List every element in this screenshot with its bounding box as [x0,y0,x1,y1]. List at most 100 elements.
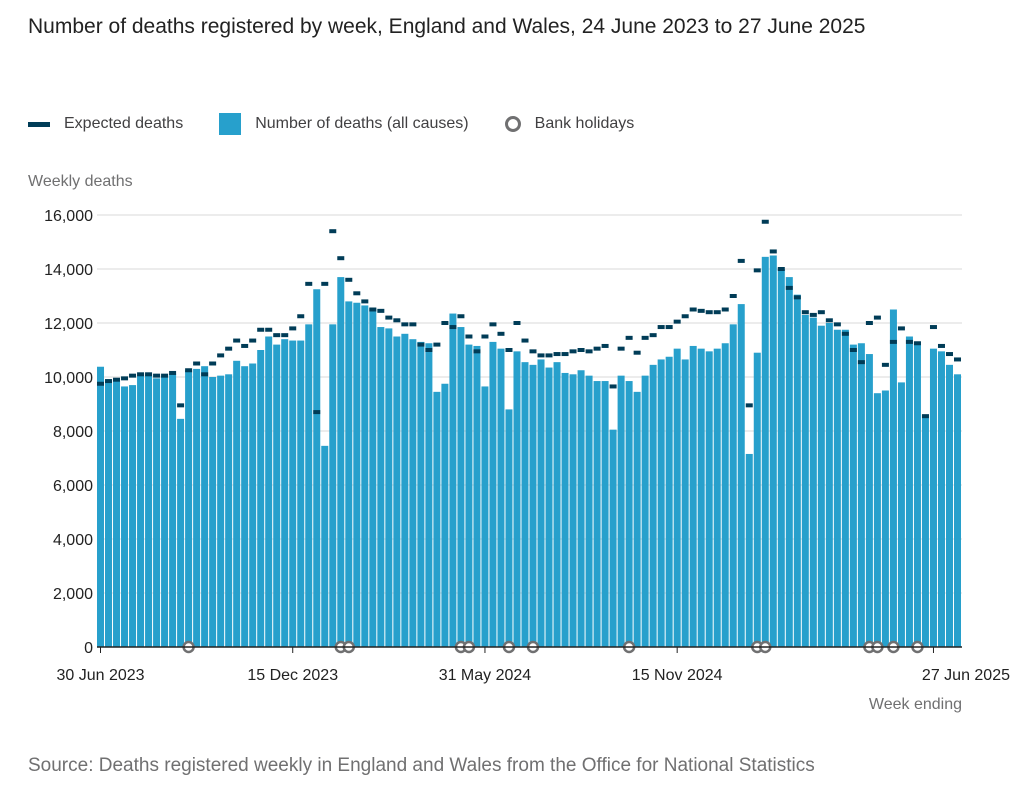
expected-deaths-marker[interactable] [841,331,849,336]
bar-deaths[interactable] [761,256,769,647]
bar-deaths[interactable] [433,391,441,647]
expected-deaths-marker[interactable] [729,294,737,298]
expected-deaths-marker[interactable] [737,258,745,263]
bar-deaths[interactable] [129,385,137,647]
bar-deaths[interactable] [809,317,817,647]
bar-deaths[interactable] [153,378,161,647]
bar-deaths[interactable] [569,374,577,647]
bar-deaths[interactable] [289,340,297,647]
bar-deaths[interactable] [465,344,473,647]
expected-deaths-marker[interactable] [665,325,673,330]
bar-deaths[interactable] [161,375,169,647]
bar-deaths[interactable] [401,333,409,647]
expected-deaths-marker[interactable] [145,372,153,377]
expected-deaths-marker[interactable] [313,410,321,415]
expected-deaths-marker[interactable] [585,349,593,354]
expected-deaths-marker[interactable] [705,310,713,315]
bar-deaths[interactable] [793,294,801,647]
bar-deaths[interactable] [537,359,545,647]
bar-deaths[interactable] [273,344,281,647]
expected-deaths-marker[interactable] [577,348,585,352]
expected-deaths-marker[interactable] [481,334,489,339]
bar-deaths[interactable] [737,304,745,647]
bar-deaths[interactable] [561,372,569,647]
bar-deaths[interactable] [953,374,961,647]
bar-deaths[interactable] [857,343,865,647]
expected-deaths-marker[interactable] [497,331,505,336]
expected-deaths-marker[interactable] [657,325,665,330]
bar-deaths[interactable] [177,418,185,647]
bar-deaths[interactable] [841,329,849,647]
expected-deaths-marker[interactable] [297,314,305,319]
expected-deaths-marker[interactable] [337,256,345,261]
expected-deaths-marker[interactable] [681,314,689,319]
bar-deaths[interactable] [305,324,313,647]
expected-deaths-marker[interactable] [241,343,249,348]
bar-deaths[interactable] [385,328,393,647]
bar-deaths[interactable] [825,323,833,647]
expected-deaths-marker[interactable] [409,322,417,327]
expected-deaths-marker[interactable] [505,348,513,352]
bar-deaths[interactable] [193,368,201,647]
expected-deaths-marker[interactable] [809,312,817,317]
expected-deaths-marker[interactable] [801,310,809,315]
bar-deaths[interactable] [473,345,481,647]
expected-deaths-marker[interactable] [873,315,881,320]
expected-deaths-marker[interactable] [209,361,217,366]
bar-deaths[interactable] [889,309,897,648]
bar-deaths[interactable] [329,324,337,647]
bar-deaths[interactable] [713,348,721,647]
bar-deaths[interactable] [121,386,129,647]
bar-deaths[interactable] [865,354,873,647]
expected-deaths-marker[interactable] [673,319,681,324]
bar-deaths[interactable] [833,329,841,647]
expected-deaths-marker[interactable] [289,326,297,331]
expected-deaths-marker[interactable] [265,327,273,332]
expected-deaths-marker[interactable] [569,349,577,354]
bar-deaths[interactable] [897,382,905,647]
bar-deaths[interactable] [921,414,929,647]
expected-deaths-marker[interactable] [401,322,409,327]
bar-deaths[interactable] [609,429,617,647]
bar-deaths[interactable] [753,352,761,647]
expected-deaths-marker[interactable] [441,321,449,325]
bar-deaths[interactable] [873,393,881,647]
expected-deaths-marker[interactable] [457,314,465,319]
expected-deaths-marker[interactable] [633,350,641,355]
bar-deaths[interactable] [929,348,937,647]
expected-deaths-marker[interactable] [889,339,897,344]
bar-deaths[interactable] [457,327,465,647]
expected-deaths-marker[interactable] [177,403,185,408]
bar-deaths[interactable] [881,390,889,648]
bar-deaths[interactable] [545,367,553,647]
expected-deaths-marker[interactable] [881,362,889,367]
expected-deaths-marker[interactable] [865,321,873,325]
expected-deaths-marker[interactable] [785,285,793,290]
bar-deaths[interactable] [353,302,361,647]
bar-deaths[interactable] [721,343,729,647]
expected-deaths-marker[interactable] [465,334,473,339]
expected-deaths-marker[interactable] [273,333,281,338]
expected-deaths-marker[interactable] [417,342,425,347]
expected-deaths-marker[interactable] [233,338,241,343]
expected-deaths-marker[interactable] [425,348,433,352]
bar-deaths[interactable] [577,370,585,647]
bar-deaths[interactable] [225,374,233,647]
expected-deaths-marker[interactable] [937,343,945,348]
legend-item-expected[interactable]: Expected deaths [28,115,183,133]
bar-deaths[interactable] [425,343,433,647]
expected-deaths-marker[interactable] [833,322,841,327]
bar-deaths[interactable] [553,362,561,647]
bar-deaths[interactable] [265,336,273,648]
bar-deaths[interactable] [345,301,353,647]
bar-deaths[interactable] [337,277,345,647]
expected-deaths-marker[interactable] [849,348,857,352]
bar-deaths[interactable] [729,324,737,647]
expected-deaths-marker[interactable] [745,403,753,408]
expected-deaths-marker[interactable] [225,346,233,351]
expected-deaths-marker[interactable] [945,352,953,357]
expected-deaths-marker[interactable] [489,322,497,327]
expected-deaths-marker[interactable] [545,353,553,358]
bar-deaths[interactable] [913,341,921,647]
expected-deaths-marker[interactable] [473,349,481,354]
